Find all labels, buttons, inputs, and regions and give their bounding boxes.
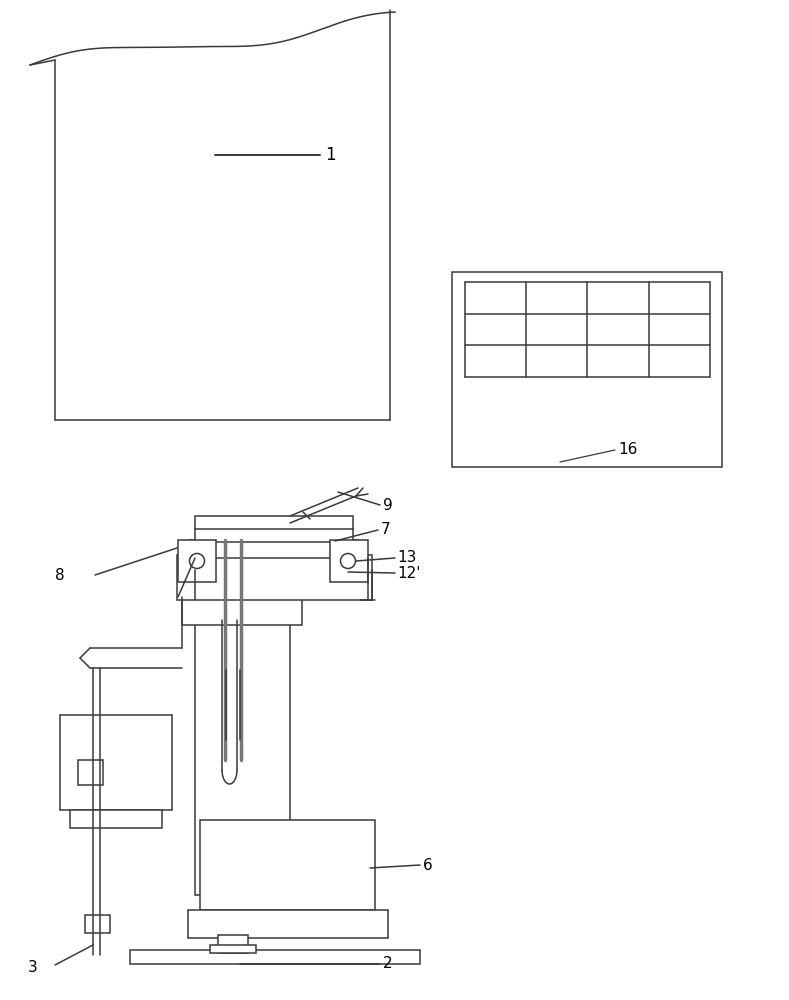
Bar bbox=[219, 530, 247, 950]
Bar bbox=[195, 528, 353, 542]
Bar bbox=[60, 715, 172, 810]
Text: 1: 1 bbox=[325, 146, 335, 164]
Bar bbox=[178, 540, 216, 582]
Circle shape bbox=[341, 554, 356, 568]
Bar bbox=[70, 810, 162, 828]
Text: 13: 13 bbox=[397, 550, 417, 566]
Bar bbox=[452, 272, 722, 467]
Bar bbox=[218, 935, 248, 953]
Text: 8: 8 bbox=[55, 568, 65, 582]
Bar bbox=[188, 910, 388, 938]
Bar bbox=[330, 540, 368, 582]
Bar bbox=[78, 760, 103, 785]
Bar bbox=[177, 555, 372, 600]
Text: 7: 7 bbox=[381, 522, 391, 538]
Bar bbox=[195, 620, 290, 895]
Bar bbox=[200, 820, 375, 910]
Circle shape bbox=[189, 554, 204, 568]
Text: 16: 16 bbox=[618, 442, 638, 458]
Bar bbox=[130, 950, 420, 964]
Text: 6: 6 bbox=[423, 857, 432, 872]
Bar bbox=[182, 595, 302, 625]
Bar bbox=[210, 945, 256, 953]
Text: 12': 12' bbox=[397, 566, 421, 580]
Text: 2: 2 bbox=[383, 956, 393, 972]
Bar bbox=[190, 540, 358, 558]
Text: 3: 3 bbox=[28, 960, 38, 976]
Text: 9: 9 bbox=[383, 497, 393, 512]
Bar bbox=[85, 915, 110, 933]
Bar bbox=[195, 516, 353, 529]
